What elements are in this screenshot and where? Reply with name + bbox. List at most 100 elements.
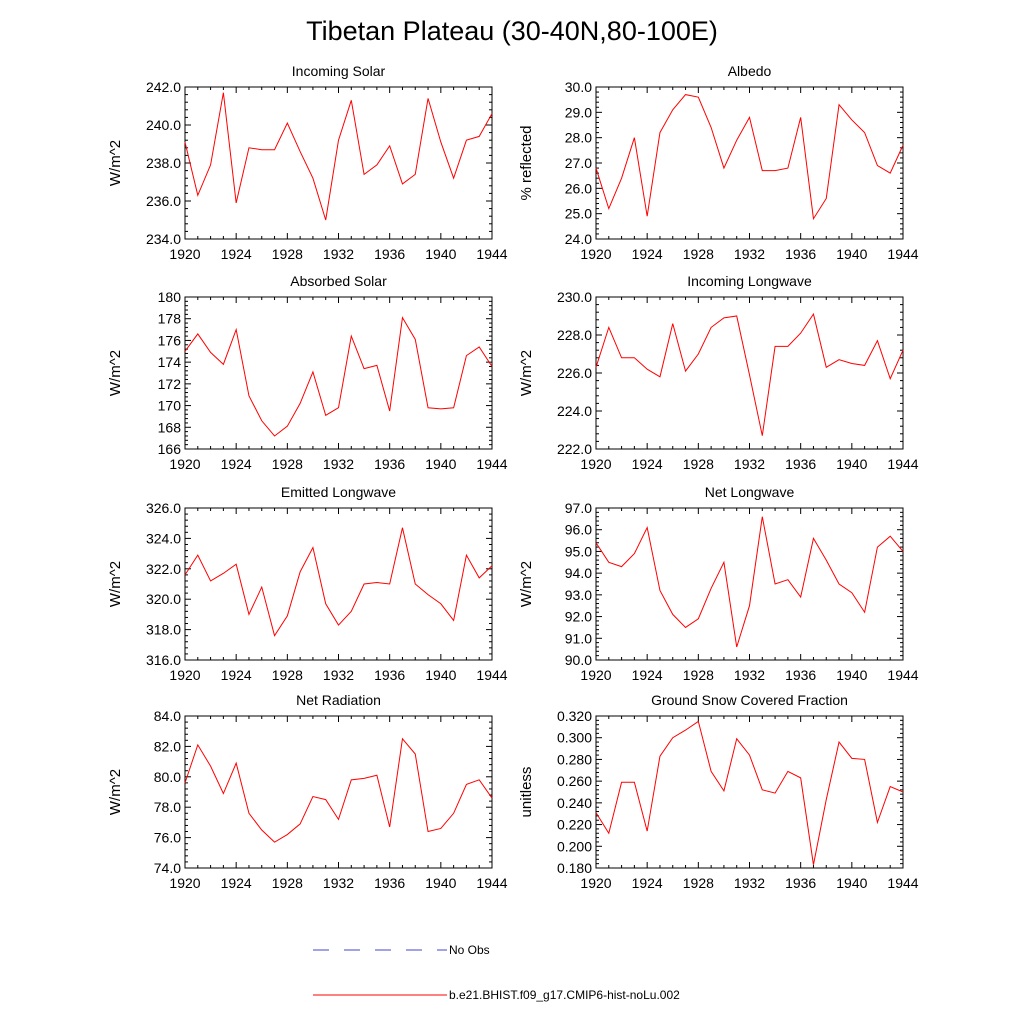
y-tick-label: 74.0 bbox=[154, 860, 181, 876]
y-axis-label: W/m^2 bbox=[518, 350, 535, 396]
x-tick-label: 1928 bbox=[272, 456, 303, 472]
x-tick-label: 1928 bbox=[272, 246, 303, 262]
x-tick-label: 1924 bbox=[632, 456, 663, 472]
x-tick-label: 1920 bbox=[580, 875, 611, 891]
y-tick-label: 236.0 bbox=[146, 193, 181, 209]
y-axis-label: W/m^2 bbox=[107, 350, 124, 396]
x-tick-label: 1940 bbox=[836, 875, 867, 891]
x-tick-label: 1920 bbox=[580, 246, 611, 262]
x-tick-label: 1944 bbox=[476, 667, 507, 683]
x-tick-label: 1940 bbox=[836, 246, 867, 262]
x-tick-label: 1920 bbox=[580, 667, 611, 683]
x-tick-label: 1940 bbox=[425, 875, 456, 891]
x-tick-label: 1936 bbox=[785, 875, 816, 891]
y-tick-label: 82.0 bbox=[154, 738, 181, 754]
y-tick-label: 0.320 bbox=[557, 708, 592, 724]
x-tick-label: 1940 bbox=[836, 456, 867, 472]
y-tick-label: 228.0 bbox=[557, 327, 592, 343]
panel-absorbed-solar: Absorbed Solar W/m^2 166 168 170 172 174 176 178… bbox=[107, 273, 508, 472]
legend-label-model-run: b.e21.BHIST.f09_g17.CMIP6-hist-noLu.002 bbox=[449, 988, 680, 1002]
x-tick-label: 1920 bbox=[169, 875, 200, 891]
panel-emitted-longwave: Emitted Longwave W/m^2 316.0 318.0 320.0 322.… bbox=[107, 484, 508, 683]
y-tick-label: 76.0 bbox=[154, 830, 181, 846]
series-line bbox=[184, 316, 493, 437]
y-axis-label: W/m^2 bbox=[107, 769, 124, 815]
x-tick-label: 1924 bbox=[632, 246, 663, 262]
y-tick-label: 316.0 bbox=[146, 652, 181, 668]
x-tick-label: 1944 bbox=[476, 246, 507, 262]
y-tick-label: 0.260 bbox=[557, 773, 592, 789]
panel-albedo: Albedo % reflected 24.0 25.0 26.0 27.0 28.0 29.… bbox=[518, 63, 919, 262]
y-tick-label: 84.0 bbox=[154, 708, 181, 724]
panel-net-longwave: Net Longwave W/m^2 90.0 91.0 92.0 93.0 94.0 95.… bbox=[518, 484, 919, 683]
y-tick-label: 180 bbox=[158, 289, 182, 305]
plot-frame bbox=[595, 86, 904, 240]
panel-grid: Incoming Solar W/m^2 234.0 236.0 238.0 240.0 2… bbox=[107, 63, 919, 891]
y-tick-label: 28.0 bbox=[565, 130, 592, 146]
x-tick-label: 1932 bbox=[734, 667, 765, 683]
y-tick-label: 238.0 bbox=[146, 155, 181, 171]
y-tick-label: 0.300 bbox=[557, 730, 592, 746]
panel-title: Net Longwave bbox=[705, 484, 795, 500]
y-tick-label: 0.180 bbox=[557, 860, 592, 876]
x-tick-label: 1940 bbox=[425, 667, 456, 683]
y-tick-label: 30.0 bbox=[565, 79, 592, 95]
y-tick-label: 26.0 bbox=[565, 180, 592, 196]
panel-incoming-longwave: Incoming Longwave W/m^2 222.0 224.0 226.0 228… bbox=[518, 273, 919, 472]
series-line bbox=[184, 527, 493, 637]
x-tick-label: 1928 bbox=[683, 456, 714, 472]
panel-title: Net Radiation bbox=[296, 692, 381, 708]
plot-frame bbox=[595, 507, 904, 661]
x-tick-label: 1940 bbox=[425, 456, 456, 472]
panel-net-radiation: Net Radiation W/m^2 74.0 76.0 78.0 80.0 82.0 84… bbox=[107, 692, 508, 891]
y-tick-label: 318.0 bbox=[146, 622, 181, 638]
y-tick-label: 326.0 bbox=[146, 500, 181, 516]
x-tick-label: 1944 bbox=[887, 875, 918, 891]
x-tick-label: 1932 bbox=[323, 667, 354, 683]
y-tick-label: 224.0 bbox=[557, 403, 592, 419]
x-tick-label: 1924 bbox=[221, 246, 252, 262]
panel-title: Ground Snow Covered Fraction bbox=[651, 692, 848, 708]
x-tick-label: 1932 bbox=[734, 456, 765, 472]
panel-title: Albedo bbox=[728, 63, 772, 79]
y-tick-label: 322.0 bbox=[146, 561, 181, 577]
y-tick-label: 92.0 bbox=[565, 609, 592, 625]
y-tick-label: 170 bbox=[158, 398, 182, 414]
x-tick-label: 1920 bbox=[169, 667, 200, 683]
y-tick-label: 0.240 bbox=[557, 795, 592, 811]
x-tick-label: 1932 bbox=[734, 246, 765, 262]
plot-frame bbox=[184, 296, 493, 450]
x-tick-label: 1924 bbox=[632, 875, 663, 891]
panel-ground-snow-covered-fraction: Ground Snow Covered Fraction unitless 0.18… bbox=[518, 692, 919, 891]
y-tick-label: 230.0 bbox=[557, 289, 592, 305]
series-line bbox=[595, 720, 904, 865]
y-tick-label: 96.0 bbox=[565, 522, 592, 538]
y-tick-label: 24.0 bbox=[565, 231, 592, 247]
x-tick-label: 1944 bbox=[887, 246, 918, 262]
panel-incoming-solar: Incoming Solar W/m^2 234.0 236.0 238.0 240.0 2… bbox=[107, 63, 508, 262]
x-tick-label: 1936 bbox=[785, 667, 816, 683]
y-tick-label: 97.0 bbox=[565, 500, 592, 516]
series-line bbox=[595, 94, 904, 221]
plot-frame bbox=[595, 715, 904, 869]
y-tick-label: 234.0 bbox=[146, 231, 181, 247]
y-tick-label: 324.0 bbox=[146, 530, 181, 546]
y-tick-label: 168 bbox=[158, 419, 182, 435]
y-tick-label: 78.0 bbox=[154, 799, 181, 815]
x-tick-label: 1936 bbox=[785, 456, 816, 472]
x-tick-label: 1924 bbox=[221, 875, 252, 891]
x-tick-label: 1932 bbox=[323, 456, 354, 472]
x-tick-label: 1920 bbox=[169, 246, 200, 262]
y-tick-label: 174 bbox=[158, 354, 182, 370]
panel-title: Emitted Longwave bbox=[281, 484, 396, 500]
x-tick-label: 1920 bbox=[580, 456, 611, 472]
x-tick-label: 1936 bbox=[374, 667, 405, 683]
series-line bbox=[184, 92, 493, 221]
x-tick-label: 1936 bbox=[785, 246, 816, 262]
y-tick-label: 242.0 bbox=[146, 79, 181, 95]
x-tick-label: 1924 bbox=[221, 456, 252, 472]
x-tick-label: 1936 bbox=[374, 456, 405, 472]
y-tick-label: 29.0 bbox=[565, 104, 592, 120]
x-tick-label: 1940 bbox=[836, 667, 867, 683]
series-line bbox=[184, 737, 493, 843]
